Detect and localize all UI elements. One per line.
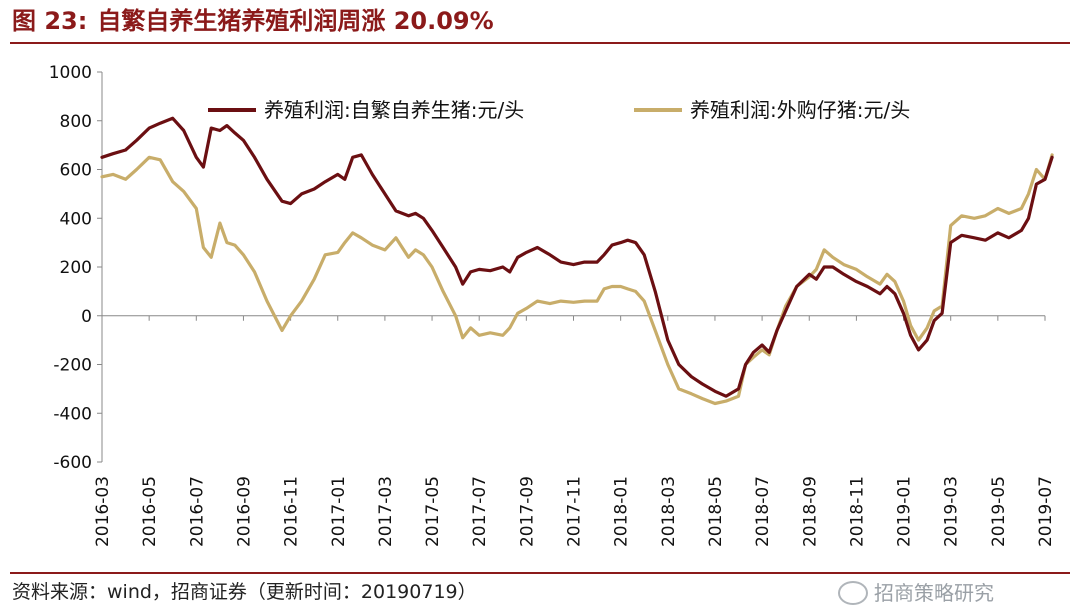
y-axis-ticks: -600 -400 -200 0 200 400 600 800 1000 (49, 63, 102, 473)
x-tick-label: 2017-01 (329, 476, 349, 547)
y-tick-label: -200 (53, 356, 92, 376)
legend-label-2: 养殖利润:外购仔猪:元/头 (690, 98, 910, 122)
x-tick-label: 2016-07 (187, 476, 207, 547)
y-tick-label: 600 (60, 161, 92, 181)
x-tick-label: 2017-07 (470, 476, 490, 547)
y-tick-label: 200 (60, 258, 92, 278)
y-tick-label: 0 (81, 307, 92, 327)
x-tick-label: 2019-07 (1036, 476, 1056, 547)
y-tick-label: -400 (53, 404, 92, 424)
x-tick-label: 2016-05 (140, 476, 160, 547)
source-note: 资料来源：wind，招商证券（更新时间：20190719） (12, 581, 477, 603)
x-tick-label: 2017-11 (565, 476, 585, 547)
x-axis-ticks: 2016-03 2016-05 2016-07 2016-09 2016-11 2017-… (93, 315, 1056, 547)
wechat-icon (838, 580, 868, 605)
x-tick-label: 2018-05 (706, 476, 726, 547)
x-tick-label: 2016-03 (93, 476, 113, 547)
legend-label-1: 养殖利润:自繁自养生猪:元/头 (264, 98, 524, 122)
legend: 养殖利润:自繁自养生猪:元/头 养殖利润:外购仔猪:元/头 (208, 98, 910, 122)
x-tick-label: 2019-05 (989, 476, 1009, 547)
y-tick-label: 1000 (49, 63, 92, 83)
axes (101, 72, 1045, 462)
y-tick-label: 400 (60, 209, 92, 229)
x-tick-label: 2017-03 (376, 476, 396, 547)
x-tick-label: 2018-09 (800, 476, 820, 547)
y-tick-label: 800 (60, 112, 92, 132)
chart-title: 图 23: 自繁自养生猪养殖利润周涨 20.09% (12, 4, 504, 38)
figure-label: 图 23: (12, 7, 88, 35)
watermark-text: 招商策略研究 (874, 581, 994, 605)
x-tick-label: 2016-09 (234, 476, 254, 547)
watermark: 招商策略研究 (838, 578, 994, 608)
x-tick-label: 2016-11 (282, 476, 302, 547)
x-tick-label: 2018-07 (753, 476, 773, 547)
x-tick-label: 2019-03 (942, 476, 962, 547)
x-tick-label: 2018-11 (847, 476, 867, 547)
x-tick-label: 2017-05 (423, 476, 443, 547)
series-line-1 (100, 116, 1054, 398)
top-rule (10, 42, 1070, 44)
x-tick-label: 2018-03 (659, 476, 679, 547)
x-tick-label: 2017-09 (517, 476, 537, 547)
x-tick-label: 2019-01 (895, 476, 915, 547)
series-line-2 (100, 153, 1054, 406)
series-lines (100, 116, 1054, 406)
x-tick-label: 2018-01 (612, 476, 632, 547)
bottom-rule (10, 572, 1070, 574)
figure-title: 自繁自养生猪养殖利润周涨 20.09% (97, 7, 494, 35)
y-tick-label: -600 (53, 453, 92, 473)
